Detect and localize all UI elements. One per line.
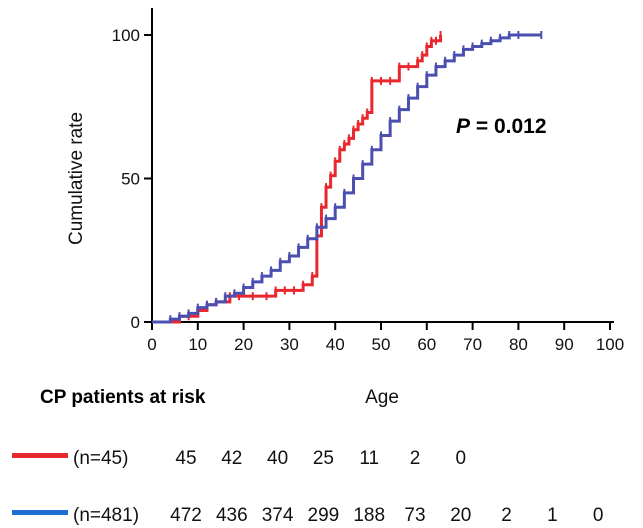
- x-tick-label: 80: [509, 335, 528, 354]
- series-line-1: [152, 33, 542, 324]
- x-tick-label: 40: [326, 335, 345, 354]
- risk-value: 2: [410, 448, 421, 469]
- x-tick-label: 60: [417, 335, 436, 354]
- risk-value: 0: [456, 448, 467, 469]
- y-tick-label: 0: [131, 313, 140, 332]
- risk-row-swatch: [12, 510, 68, 515]
- risk-value: 374: [262, 505, 294, 526]
- risk-table-title: CP patients at risk: [40, 387, 206, 408]
- risk-value: 1: [547, 505, 558, 526]
- series-layer: [152, 31, 543, 324]
- risk-row-swatch: [12, 453, 68, 458]
- risk-value: 188: [353, 505, 385, 526]
- risk-value: 42: [221, 448, 242, 469]
- x-tick-label: 50: [372, 335, 391, 354]
- y-tick-label: 100: [112, 26, 140, 45]
- series-line-0: [152, 35, 443, 324]
- risk-value: 73: [404, 505, 425, 526]
- risk-value: 299: [308, 505, 340, 526]
- x-tick-label: 10: [188, 335, 207, 354]
- annotation-layer: P = 0.012: [456, 115, 547, 138]
- risk-value: 436: [216, 505, 248, 526]
- risk-value: 45: [175, 448, 196, 469]
- risk-value: 25: [313, 448, 334, 469]
- risk-table: CP patients at risk(n=45) 45 42 40 25 11 2 0(n=…: [12, 387, 603, 526]
- risk-row-label: (n=45): [73, 448, 128, 469]
- x-tick-label: 20: [234, 335, 253, 354]
- p-value: P = 0.012: [456, 115, 547, 138]
- risk-value: 472: [170, 505, 202, 526]
- x-tick-label: 30: [280, 335, 299, 354]
- x-tick-label: 70: [463, 335, 482, 354]
- risk-value: 40: [267, 448, 288, 469]
- risk-value: 2: [501, 505, 512, 526]
- risk-value: 0: [593, 505, 604, 526]
- x-tick-label: 100: [596, 335, 624, 354]
- x-axis-label: Age: [365, 387, 399, 408]
- axes: 0 10 20 30 40 50 60 70 80 90 100 0 50 100 Cumulative r…: [66, 8, 624, 408]
- risk-value: 20: [450, 505, 471, 526]
- risk-row-label: (n=481): [73, 505, 139, 526]
- x-tick-label: 0: [147, 335, 156, 354]
- risk-value: 11: [359, 448, 379, 469]
- x-tick-label: 90: [555, 335, 574, 354]
- y-axis-label: Cumulative rate: [66, 112, 87, 245]
- y-tick-label: 50: [121, 170, 140, 189]
